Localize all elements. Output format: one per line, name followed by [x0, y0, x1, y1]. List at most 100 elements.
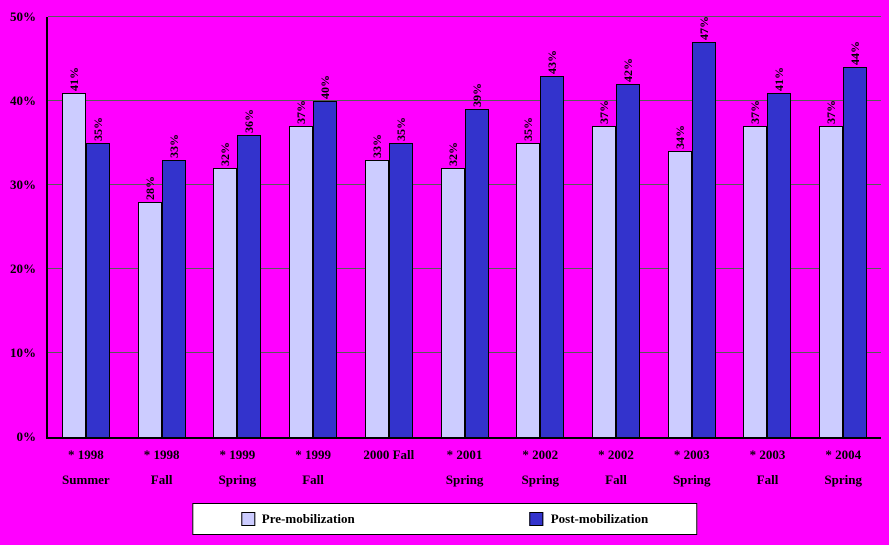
- bar-post-mobilization: 35%: [85, 117, 110, 437]
- category-label: * 2003 Fall: [730, 448, 806, 498]
- category-label-line: * 2001: [446, 447, 483, 462]
- category-label-line: * 2003: [749, 447, 786, 462]
- bar-pre-mobilization: 35%: [516, 117, 541, 437]
- category-label-line: Fall: [756, 472, 779, 487]
- category-label-line: * 1999: [219, 447, 256, 462]
- y-axis-tick-label: 10%: [10, 345, 36, 360]
- bar-value-label: 35%: [90, 117, 105, 141]
- bar-value-label: 40%: [318, 75, 333, 99]
- category-label-line: Summer: [62, 472, 110, 487]
- y-axis-tick-label: 0%: [16, 429, 37, 444]
- legend-label: Post-mobilization: [550, 511, 649, 526]
- bar-value-label: 39%: [469, 83, 484, 108]
- bar-post-mobilization: 35%: [388, 117, 413, 437]
- bar-group: 34% 47%: [654, 16, 730, 437]
- category-label: * 2002 Spring: [502, 448, 578, 498]
- category-label-line: * 2002: [598, 447, 634, 462]
- category-label-line: Fall: [150, 472, 173, 487]
- category-label-line: Fall: [302, 472, 324, 487]
- plot-area: 41% 35% 28% 33% 32% 36% 37% 40% 33% 35% 32% 39% 35% 4…: [46, 16, 881, 439]
- bar-group: 37% 42%: [578, 17, 654, 437]
- bar-value-label: 47%: [696, 16, 711, 41]
- bar-value-label: 41%: [772, 66, 787, 91]
- bar-post-mobilization: 41%: [767, 67, 792, 437]
- category-label: * 1998 Summer: [48, 448, 124, 498]
- category-label-line: * 1998: [143, 447, 180, 462]
- bar-post-mobilization: 44%: [843, 41, 868, 437]
- legend-label: Pre-mobilization: [261, 511, 355, 526]
- legend-swatch: [529, 512, 544, 526]
- bar-group: 28% 33%: [124, 17, 200, 437]
- bar-post-mobilization: 43%: [540, 50, 565, 437]
- bar-post-mobilization: 40%: [313, 75, 338, 437]
- bar-group: 35% 43%: [502, 17, 578, 437]
- category-label-line: Spring: [672, 472, 711, 487]
- bar-value-label: 32%: [218, 142, 233, 167]
- bar-group: 32% 39%: [427, 17, 503, 437]
- bar-group: 37% 41%: [730, 17, 806, 437]
- category-label-line: Spring: [218, 472, 257, 487]
- bar-post-mobilization: 42%: [616, 58, 640, 437]
- category-label: * 1998 Fall: [124, 448, 200, 498]
- bar-group: 37% 40%: [275, 17, 351, 437]
- bar-pre-mobilization: 37%: [819, 100, 844, 437]
- category-label: * 2004 Spring: [805, 448, 881, 498]
- category-label-line: * 2003: [673, 447, 710, 462]
- category-label-line: * 1999: [295, 447, 331, 462]
- legend-entry: Post-mobilization: [529, 511, 649, 527]
- category-label-line: * 2004: [825, 447, 862, 462]
- bar-post-mobilization: 39%: [464, 83, 489, 437]
- bar-pre-mobilization: 28%: [137, 176, 162, 437]
- bar-pre-mobilization: 33%: [364, 134, 389, 437]
- category-label: * 2001 Spring: [427, 448, 503, 498]
- x-axis-category-labels: * 1998 Summer * 1998 Fall * 1999 Spring * 1999…: [48, 448, 881, 498]
- bar-value-label: 37%: [294, 100, 309, 125]
- y-axis-tick-label: 30%: [10, 177, 36, 192]
- bar-value-label: 33%: [166, 133, 181, 158]
- bar-value-label: 41%: [66, 66, 81, 91]
- bar-group: 37% 44%: [805, 17, 881, 437]
- bar-value-label: 43%: [545, 49, 560, 74]
- category-label: * 2003 Spring: [654, 448, 730, 498]
- category-label-line: * 2002: [522, 447, 559, 462]
- bar-pre-mobilization: 37%: [743, 100, 768, 437]
- bar-pre-mobilization: 34%: [667, 125, 692, 437]
- bar-post-mobilization: 36%: [237, 109, 262, 437]
- bar-value-label: 44%: [848, 41, 863, 66]
- y-axis-tick-label: 50%: [10, 9, 36, 24]
- bar-pre-mobilization: 32%: [213, 142, 238, 437]
- bar-pre-mobilization: 32%: [440, 142, 465, 437]
- category-label-line: Fall: [605, 472, 627, 487]
- bars-row: 41% 35% 28% 33% 32% 36% 37% 40% 33% 35% 32% 39% 35% 4…: [48, 16, 881, 437]
- y-axis-tick-label: 40%: [10, 93, 36, 108]
- category-label-line: Spring: [445, 472, 484, 487]
- category-label: 2000 Fall: [351, 448, 427, 498]
- category-label-line: 2000 Fall: [363, 447, 415, 462]
- bar-value-label: 34%: [672, 125, 687, 150]
- bar-value-label: 42%: [621, 58, 635, 83]
- bar-pre-mobilization: 37%: [289, 100, 314, 437]
- category-label: * 1999 Spring: [199, 448, 275, 498]
- bar-group: 32% 36%: [199, 17, 275, 437]
- bar-value-label: 37%: [597, 100, 611, 125]
- bar-value-label: 32%: [445, 142, 460, 167]
- bar-post-mobilization: 33%: [161, 134, 186, 437]
- category-label: * 1999 Fall: [275, 448, 351, 498]
- category-label-line: Spring: [521, 472, 560, 487]
- bar-value-label: 36%: [242, 108, 257, 133]
- bar-value-label: 37%: [748, 100, 763, 125]
- bar-value-label: 33%: [369, 133, 384, 158]
- category-label: * 2002 Fall: [578, 448, 654, 498]
- category-label-line: * 1998: [67, 447, 104, 462]
- bar-post-mobilization: 47%: [691, 16, 716, 437]
- y-axis-tick-label: 20%: [10, 261, 36, 276]
- bar-pre-mobilization: 41%: [61, 67, 86, 437]
- bar-group: 33% 35%: [351, 17, 427, 437]
- legend-swatch: [240, 512, 255, 526]
- gridline: [48, 16, 881, 17]
- category-label-line: Spring: [824, 472, 862, 487]
- bar-value-label: 35%: [521, 117, 536, 141]
- legend-entry: Pre-mobilization: [240, 511, 355, 527]
- bar-group: 41% 35%: [48, 17, 124, 437]
